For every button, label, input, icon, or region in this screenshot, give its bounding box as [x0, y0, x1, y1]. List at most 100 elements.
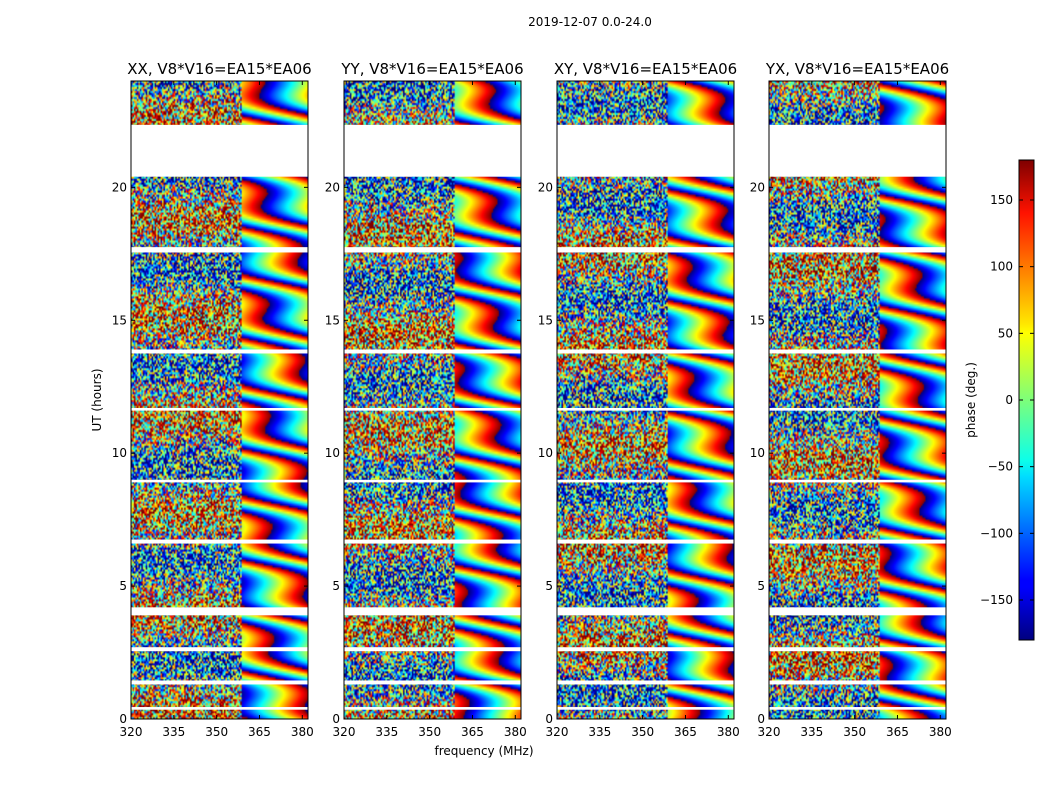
flagged-band — [344, 647, 521, 652]
flagged-band — [131, 680, 308, 685]
flagged-band — [769, 707, 946, 710]
flagged-band — [131, 349, 308, 354]
panel-yx: YX, V8*V16=EA15*EA06 320 335 350 365 380 0 5 10 1… — [750, 60, 952, 739]
y-axis-label: UT (hours) — [90, 368, 104, 431]
x-tick-label: 320 — [758, 725, 781, 739]
panel-title: XY, V8*V16=EA15*EA06 — [554, 60, 737, 78]
colorbar-tick-label: 150 — [990, 193, 1013, 207]
flagged-band — [557, 647, 734, 652]
flagged-band — [131, 647, 308, 652]
flagged-band — [344, 479, 521, 483]
y-tick-label: 10 — [538, 446, 553, 460]
axes-frame — [130, 80, 309, 720]
flagged-band — [344, 247, 521, 253]
y-tick-label: 5 — [757, 579, 765, 593]
x-tick-label: 350 — [631, 725, 654, 739]
x-tick-label: 335 — [162, 725, 185, 739]
colorbar-tick-label: 0 — [1005, 393, 1013, 407]
y-tick-label: 5 — [119, 579, 127, 593]
y-tick-label: 15 — [112, 313, 127, 327]
y-tick-label: 5 — [332, 579, 340, 593]
flagged-band — [557, 124, 734, 177]
flagged-band — [769, 607, 946, 616]
y-tick-label: 0 — [757, 712, 765, 726]
colorbar-tick-label: 100 — [990, 260, 1013, 274]
y-tick-label: 15 — [325, 313, 340, 327]
flagged-band — [769, 349, 946, 354]
flagged-band — [131, 407, 308, 411]
colorbar-label: phase (deg.) — [964, 362, 978, 438]
x-tick-label: 380 — [717, 725, 740, 739]
flagged-band — [557, 707, 734, 710]
colorbar-tick-label: 50 — [998, 326, 1013, 340]
flagged-band — [557, 607, 734, 616]
flagged-band — [131, 607, 308, 616]
flagged-band — [344, 407, 521, 411]
x-tick-label: 380 — [929, 725, 952, 739]
flagged-band — [344, 707, 521, 710]
y-tick-label: 10 — [325, 446, 340, 460]
flagged-band — [557, 349, 734, 354]
y-tick-label: 20 — [750, 180, 765, 194]
flagged-band — [769, 680, 946, 685]
flagged-band — [131, 479, 308, 483]
x-tick-label: 380 — [291, 725, 314, 739]
flagged-band — [769, 124, 946, 177]
panel-title: YX, V8*V16=EA15*EA06 — [765, 60, 949, 78]
flagged-band — [131, 247, 308, 253]
flagged-band — [557, 479, 734, 483]
x-tick-label: 365 — [886, 725, 909, 739]
y-tick-label: 10 — [112, 446, 127, 460]
x-tick-label: 320 — [120, 725, 143, 739]
x-axis-label: frequency (MHz) — [434, 744, 533, 758]
panel-title: XX, V8*V16=EA15*EA06 — [127, 60, 311, 78]
suptitle: 2019-12-07 0.0-24.0 — [528, 15, 652, 29]
x-tick-label: 335 — [588, 725, 611, 739]
flagged-band — [344, 124, 521, 177]
flagged-band — [344, 680, 521, 685]
axes-frame — [343, 80, 522, 720]
colorbar-tick-label: −150 — [980, 593, 1013, 607]
y-tick-label: 0 — [332, 712, 340, 726]
flagged-band — [131, 124, 308, 177]
x-tick-label: 350 — [418, 725, 441, 739]
flagged-band — [769, 647, 946, 652]
colorbar: −150 −100 −50 0 50 100 150 phase (deg.) — [964, 159, 1035, 641]
flagged-band — [344, 539, 521, 544]
flagged-band — [344, 607, 521, 616]
x-tick-label: 350 — [843, 725, 866, 739]
flagged-band — [557, 247, 734, 253]
flagged-band — [557, 680, 734, 685]
panel-title: YY, V8*V16=EA15*EA06 — [340, 60, 523, 78]
colorbar-tick-label: −100 — [980, 526, 1013, 540]
flagged-band — [769, 247, 946, 253]
flagged-band — [769, 539, 946, 544]
y-tick-label: 20 — [325, 180, 340, 194]
x-tick-label: 365 — [674, 725, 697, 739]
y-tick-label: 10 — [750, 446, 765, 460]
y-tick-label: 20 — [112, 180, 127, 194]
x-tick-label: 365 — [461, 725, 484, 739]
flagged-band — [557, 407, 734, 411]
flagged-band — [131, 539, 308, 544]
flagged-band — [344, 349, 521, 354]
colorbar-ticks: −150 −100 −50 0 50 100 150 — [980, 193, 1034, 607]
x-tick-label: 380 — [504, 725, 527, 739]
x-tick-label: 335 — [375, 725, 398, 739]
panels: XX, V8*V16=EA15*EA06 320 335 350 365 380 0 5 10 1… — [112, 60, 952, 739]
x-tick-label: 320 — [333, 725, 356, 739]
flagged-band — [131, 707, 308, 710]
y-tick-label: 5 — [545, 579, 553, 593]
flagged-band — [769, 407, 946, 411]
flagged-band — [769, 479, 946, 483]
x-tick-label: 335 — [800, 725, 823, 739]
axes-frame — [768, 80, 947, 720]
panel-xx: XX, V8*V16=EA15*EA06 320 335 350 365 380 0 5 10 1… — [112, 60, 314, 739]
y-tick-label: 15 — [538, 313, 553, 327]
panel-xy: XY, V8*V16=EA15*EA06 320 335 350 365 380 0 5 10 1… — [538, 60, 740, 739]
x-tick-label: 320 — [546, 725, 569, 739]
flagged-band — [557, 539, 734, 544]
x-tick-label: 365 — [248, 725, 271, 739]
axes-frame — [556, 80, 735, 720]
